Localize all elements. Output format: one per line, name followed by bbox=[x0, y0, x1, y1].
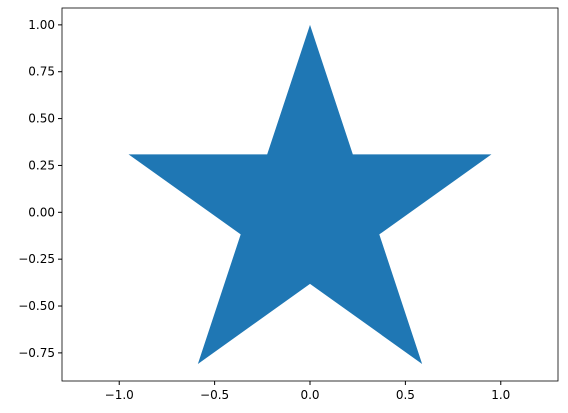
y-tick-label: −0.50 bbox=[18, 299, 55, 313]
x-axis: −1.0 −0.5 0.0 0.5 1.0 bbox=[105, 381, 510, 402]
y-tick-label: −0.25 bbox=[18, 252, 55, 266]
y-tick-label: −0.75 bbox=[18, 346, 55, 360]
y-tick-label: 0.00 bbox=[28, 205, 55, 219]
x-tick-label: −1.0 bbox=[105, 388, 134, 402]
x-tick-label: 0.0 bbox=[300, 388, 319, 402]
x-tick-label: 1.0 bbox=[491, 388, 510, 402]
axes-frame bbox=[61, 7, 559, 382]
y-tick-label: 0.75 bbox=[28, 65, 55, 79]
y-tick-label: 0.50 bbox=[28, 112, 55, 126]
y-tick-label: 0.25 bbox=[28, 158, 55, 172]
star-shape bbox=[128, 24, 492, 364]
plot-area bbox=[128, 24, 492, 364]
x-tick-label: −0.5 bbox=[200, 388, 229, 402]
y-axis: −0.75 −0.50 −0.25 0.00 0.25 0.50 0.75 1.00 bbox=[18, 18, 62, 360]
y-tick-label: 1.00 bbox=[28, 18, 55, 32]
x-tick-label: 0.5 bbox=[396, 388, 415, 402]
